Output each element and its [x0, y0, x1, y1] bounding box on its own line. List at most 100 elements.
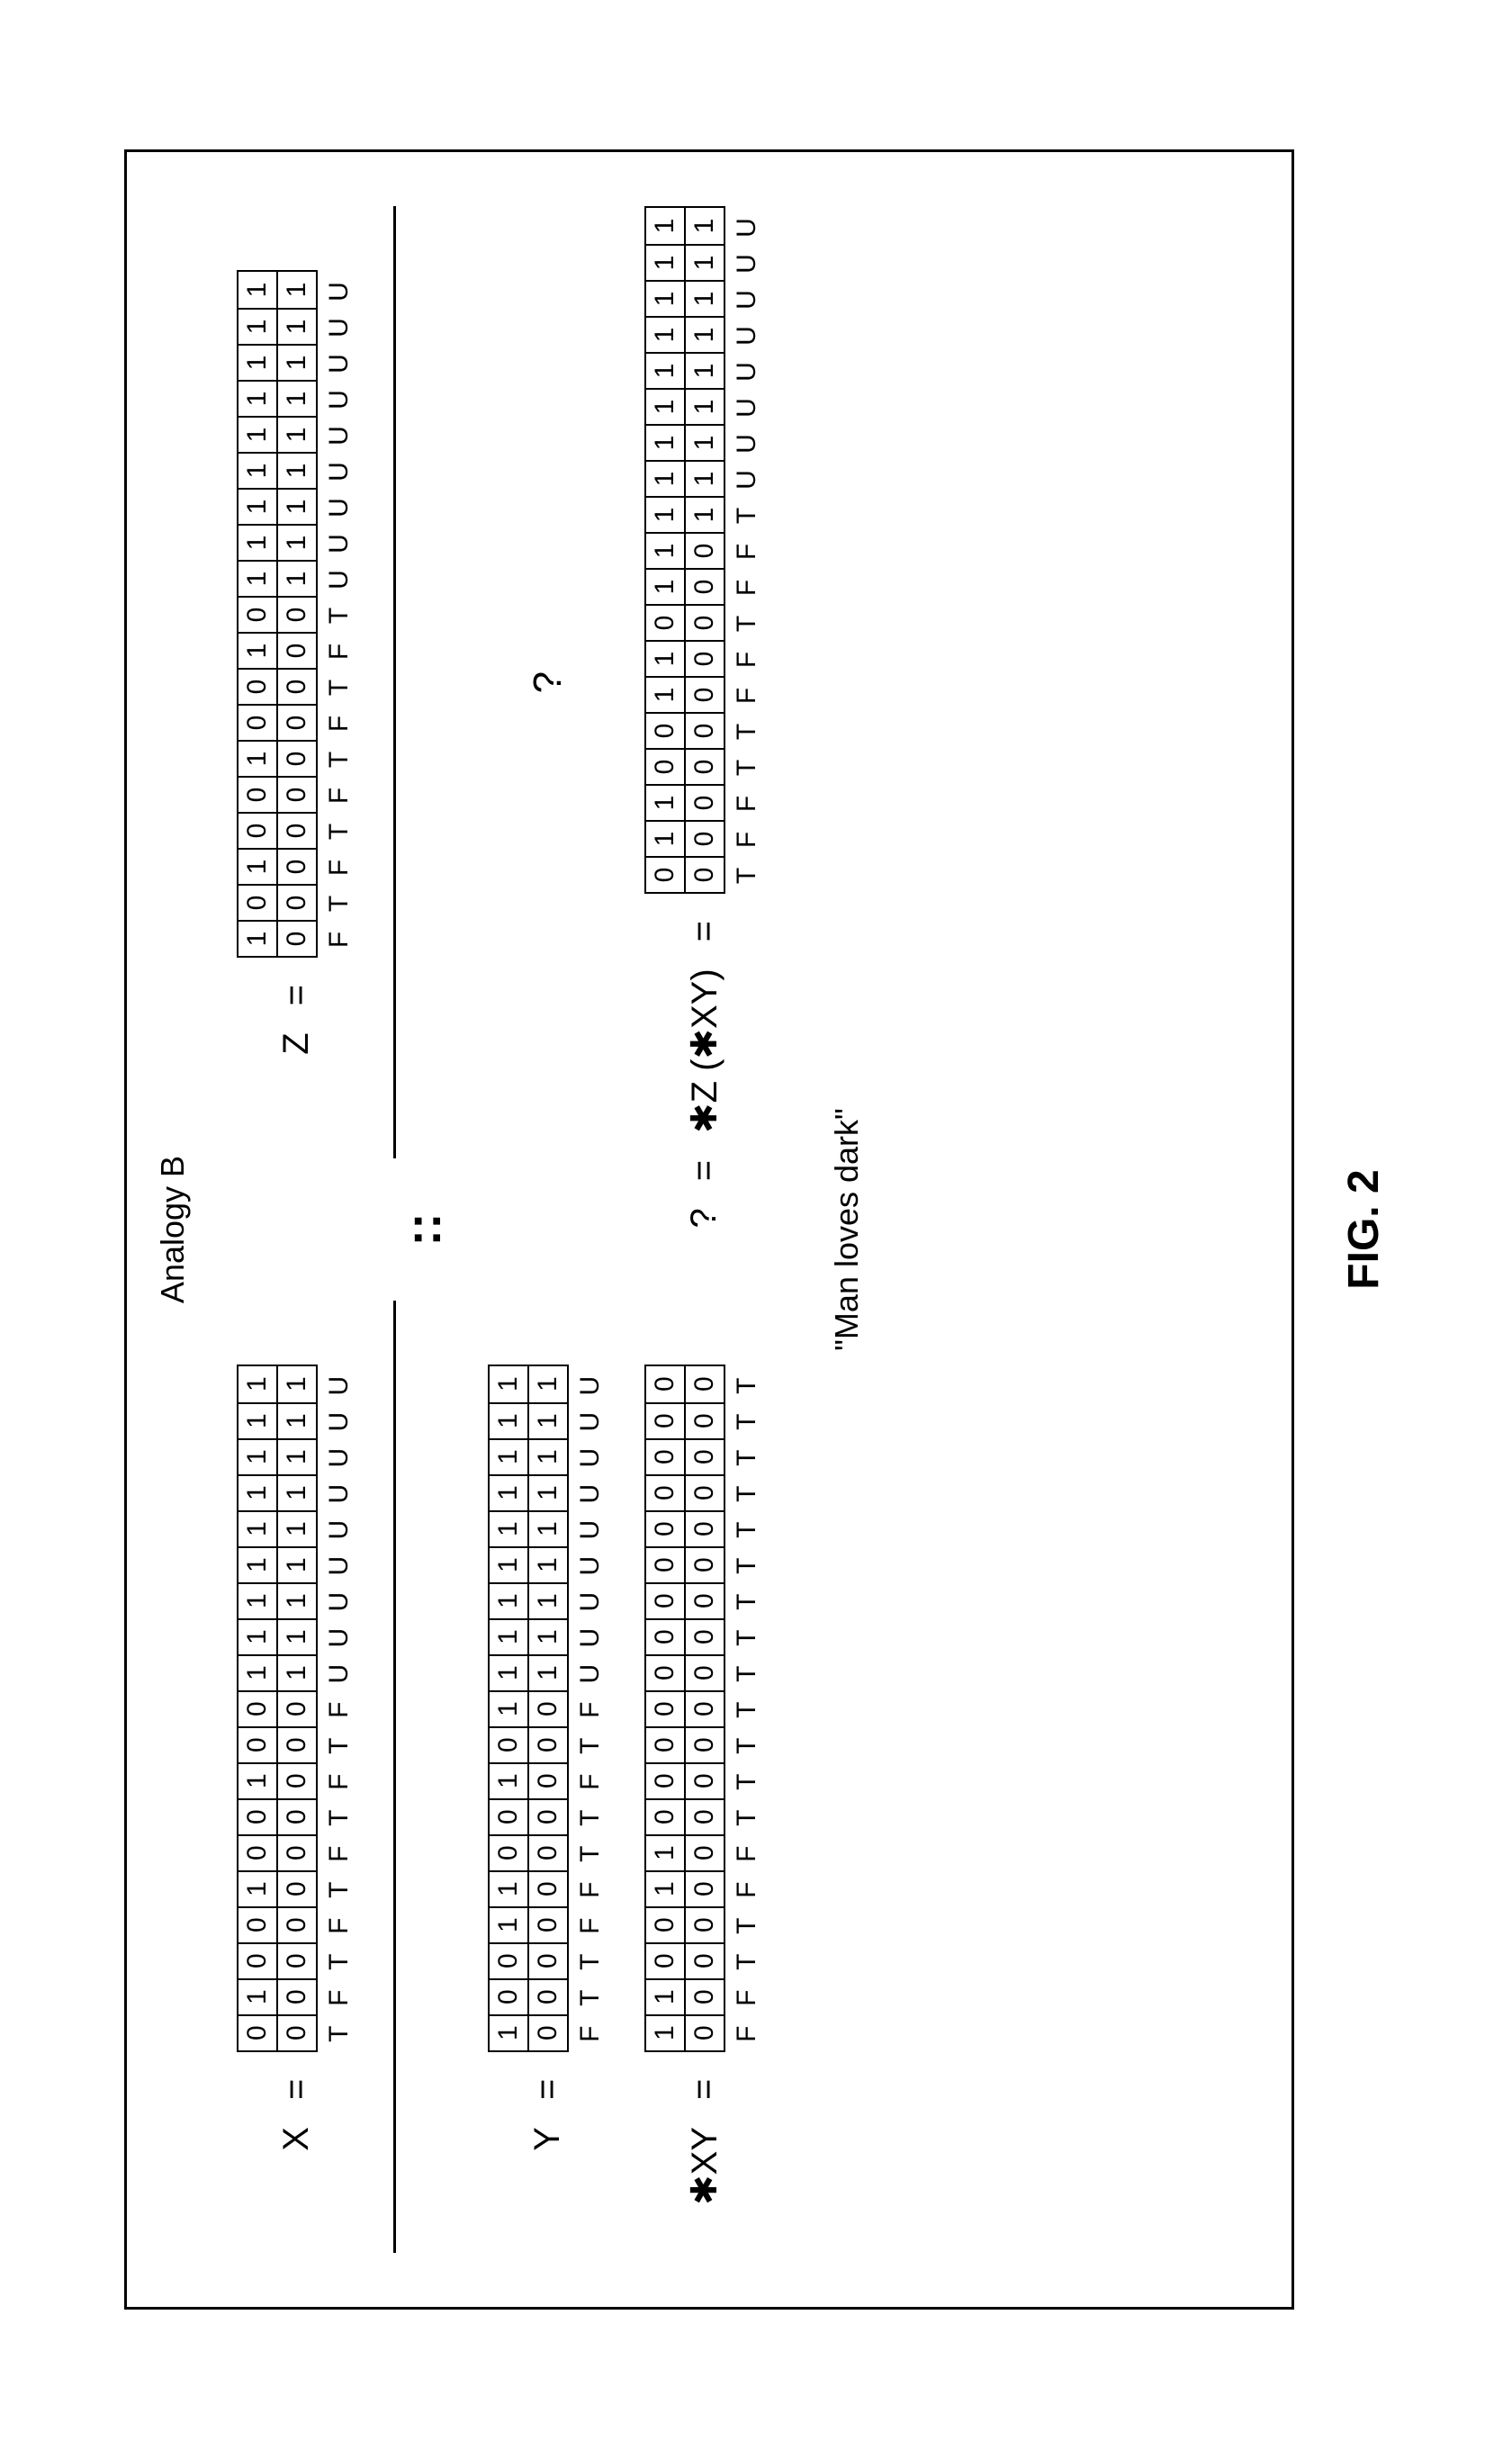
state-cell: U	[321, 562, 357, 598]
vector-x: 01001001001111111110000000000111111111TF…	[237, 1365, 357, 2052]
state-cell: T	[729, 1440, 765, 1476]
state-cell: F	[321, 1908, 357, 1944]
bit-cell: 0	[646, 1618, 684, 1654]
bit-cell: 0	[278, 2014, 316, 2050]
bit-cell: 1	[238, 524, 276, 560]
vector-y-block: Y = 100110010111111111100000000001111111…	[488, 1301, 608, 2253]
state-cell: U	[321, 1476, 357, 1512]
state-cell: T	[321, 814, 357, 850]
state-cell: U	[729, 282, 765, 318]
bit-cell: 1	[238, 1762, 276, 1798]
bit-cell: 1	[686, 280, 724, 316]
state-cell: T	[321, 886, 357, 922]
bit-cell: 0	[278, 776, 316, 812]
state-cell: T	[572, 1800, 608, 1836]
bit-cell: 0	[686, 1474, 724, 1510]
eq-y: =	[527, 2079, 568, 2100]
bit-row-2: 0000000000000000000	[686, 1365, 725, 2052]
state-cell: T	[729, 1548, 765, 1584]
state-row: FTTFFTTFTFUUUUUUUUU	[572, 1368, 608, 2052]
state-cell: F	[729, 2016, 765, 2052]
state-cell: U	[729, 462, 765, 498]
bit-cell: 1	[490, 1438, 527, 1474]
bit-cell: 1	[278, 1618, 316, 1654]
bit-cell: 0	[278, 1798, 316, 1834]
bit-cell: 0	[646, 604, 684, 640]
state-cell: U	[321, 1440, 357, 1476]
bit-cell: 0	[686, 1690, 724, 1726]
bit-row-1: 0100100100111111111	[237, 1365, 278, 2052]
state-cell: F	[321, 922, 357, 958]
bit-cell: 0	[490, 1978, 527, 2014]
bit-cell: 0	[686, 532, 724, 568]
bit-cell: 0	[278, 704, 316, 740]
bit-cell: 1	[238, 308, 276, 344]
state-cell: U	[572, 1584, 608, 1620]
bit-cell: 0	[686, 748, 724, 784]
state-cell: U	[729, 390, 765, 426]
bit-cell: 1	[278, 308, 316, 344]
bit-cell: 0	[646, 1510, 684, 1546]
bit-cell: 1	[646, 1870, 684, 1906]
bit-cell: 0	[278, 1942, 316, 1978]
bit-cell: 1	[238, 560, 276, 596]
bit-cell: 1	[490, 2014, 527, 2050]
state-cell: U	[729, 246, 765, 282]
bit-cell: 0	[529, 1906, 567, 1942]
eq-xy: =	[684, 2079, 724, 2100]
bit-cell: 0	[238, 884, 276, 920]
bit-cell: 1	[686, 352, 724, 388]
vector-zxy: 01100110111111111110000000000111111111TF…	[644, 206, 765, 894]
bit-cell: 0	[278, 884, 316, 920]
state-cell: U	[572, 1440, 608, 1476]
state-cell: T	[321, 1728, 357, 1764]
bit-cell: 1	[238, 380, 276, 416]
state-cell: T	[321, 1800, 357, 1836]
bit-cell: 0	[278, 668, 316, 704]
state-cell: F	[321, 706, 357, 742]
bit-cell: 0	[686, 712, 724, 748]
bit-cell: 1	[686, 496, 724, 532]
bit-cell: 0	[686, 1726, 724, 1762]
state-cell: F	[729, 642, 765, 678]
state-cell: T	[729, 1800, 765, 1836]
bit-cell: 1	[529, 1402, 567, 1438]
state-cell: U	[321, 1404, 357, 1440]
state-cell: F	[729, 822, 765, 858]
bit-cell: 1	[529, 1618, 567, 1654]
state-cell: U	[729, 426, 765, 462]
bit-cell: 1	[238, 1654, 276, 1690]
state-cell: T	[729, 1404, 765, 1440]
bit-cell: 0	[278, 740, 316, 776]
bit-cell: 1	[278, 452, 316, 488]
bit-cell: 0	[686, 1978, 724, 2014]
bit-cell: 1	[238, 452, 276, 488]
bit-cell: 1	[529, 1654, 567, 1690]
bit-cell: 0	[646, 1906, 684, 1942]
state-cell: U	[321, 310, 357, 346]
state-cell: U	[572, 1620, 608, 1656]
bit-cell: 0	[646, 1582, 684, 1618]
bit-cell: 0	[238, 1726, 276, 1762]
bit-cell: 0	[686, 1582, 724, 1618]
bit-row-1: 0110011011111111111	[644, 206, 686, 894]
bit-cell: 1	[646, 2014, 684, 2050]
bit-cell: 0	[686, 1366, 724, 1402]
bit-cell: 1	[646, 1978, 684, 2014]
state-cell: T	[729, 1764, 765, 1800]
bit-cell: 0	[278, 596, 316, 632]
state-cell: T	[729, 750, 765, 786]
bit-row-2: 0000000000111111111	[278, 270, 318, 958]
bit-cell: 0	[529, 1834, 567, 1870]
state-cell: U	[321, 1584, 357, 1620]
state-cell: U	[729, 210, 765, 246]
state-cell: T	[729, 1656, 765, 1692]
state-cell: F	[729, 570, 765, 606]
bit-cell: 0	[646, 1546, 684, 1582]
bit-cell: 0	[686, 1798, 724, 1834]
bit-cell: 0	[529, 1978, 567, 2014]
bit-cell: 0	[490, 1834, 527, 1870]
bit-cell: 0	[646, 1438, 684, 1474]
bit-cell: 1	[686, 424, 724, 460]
bit-cell: 1	[238, 740, 276, 776]
